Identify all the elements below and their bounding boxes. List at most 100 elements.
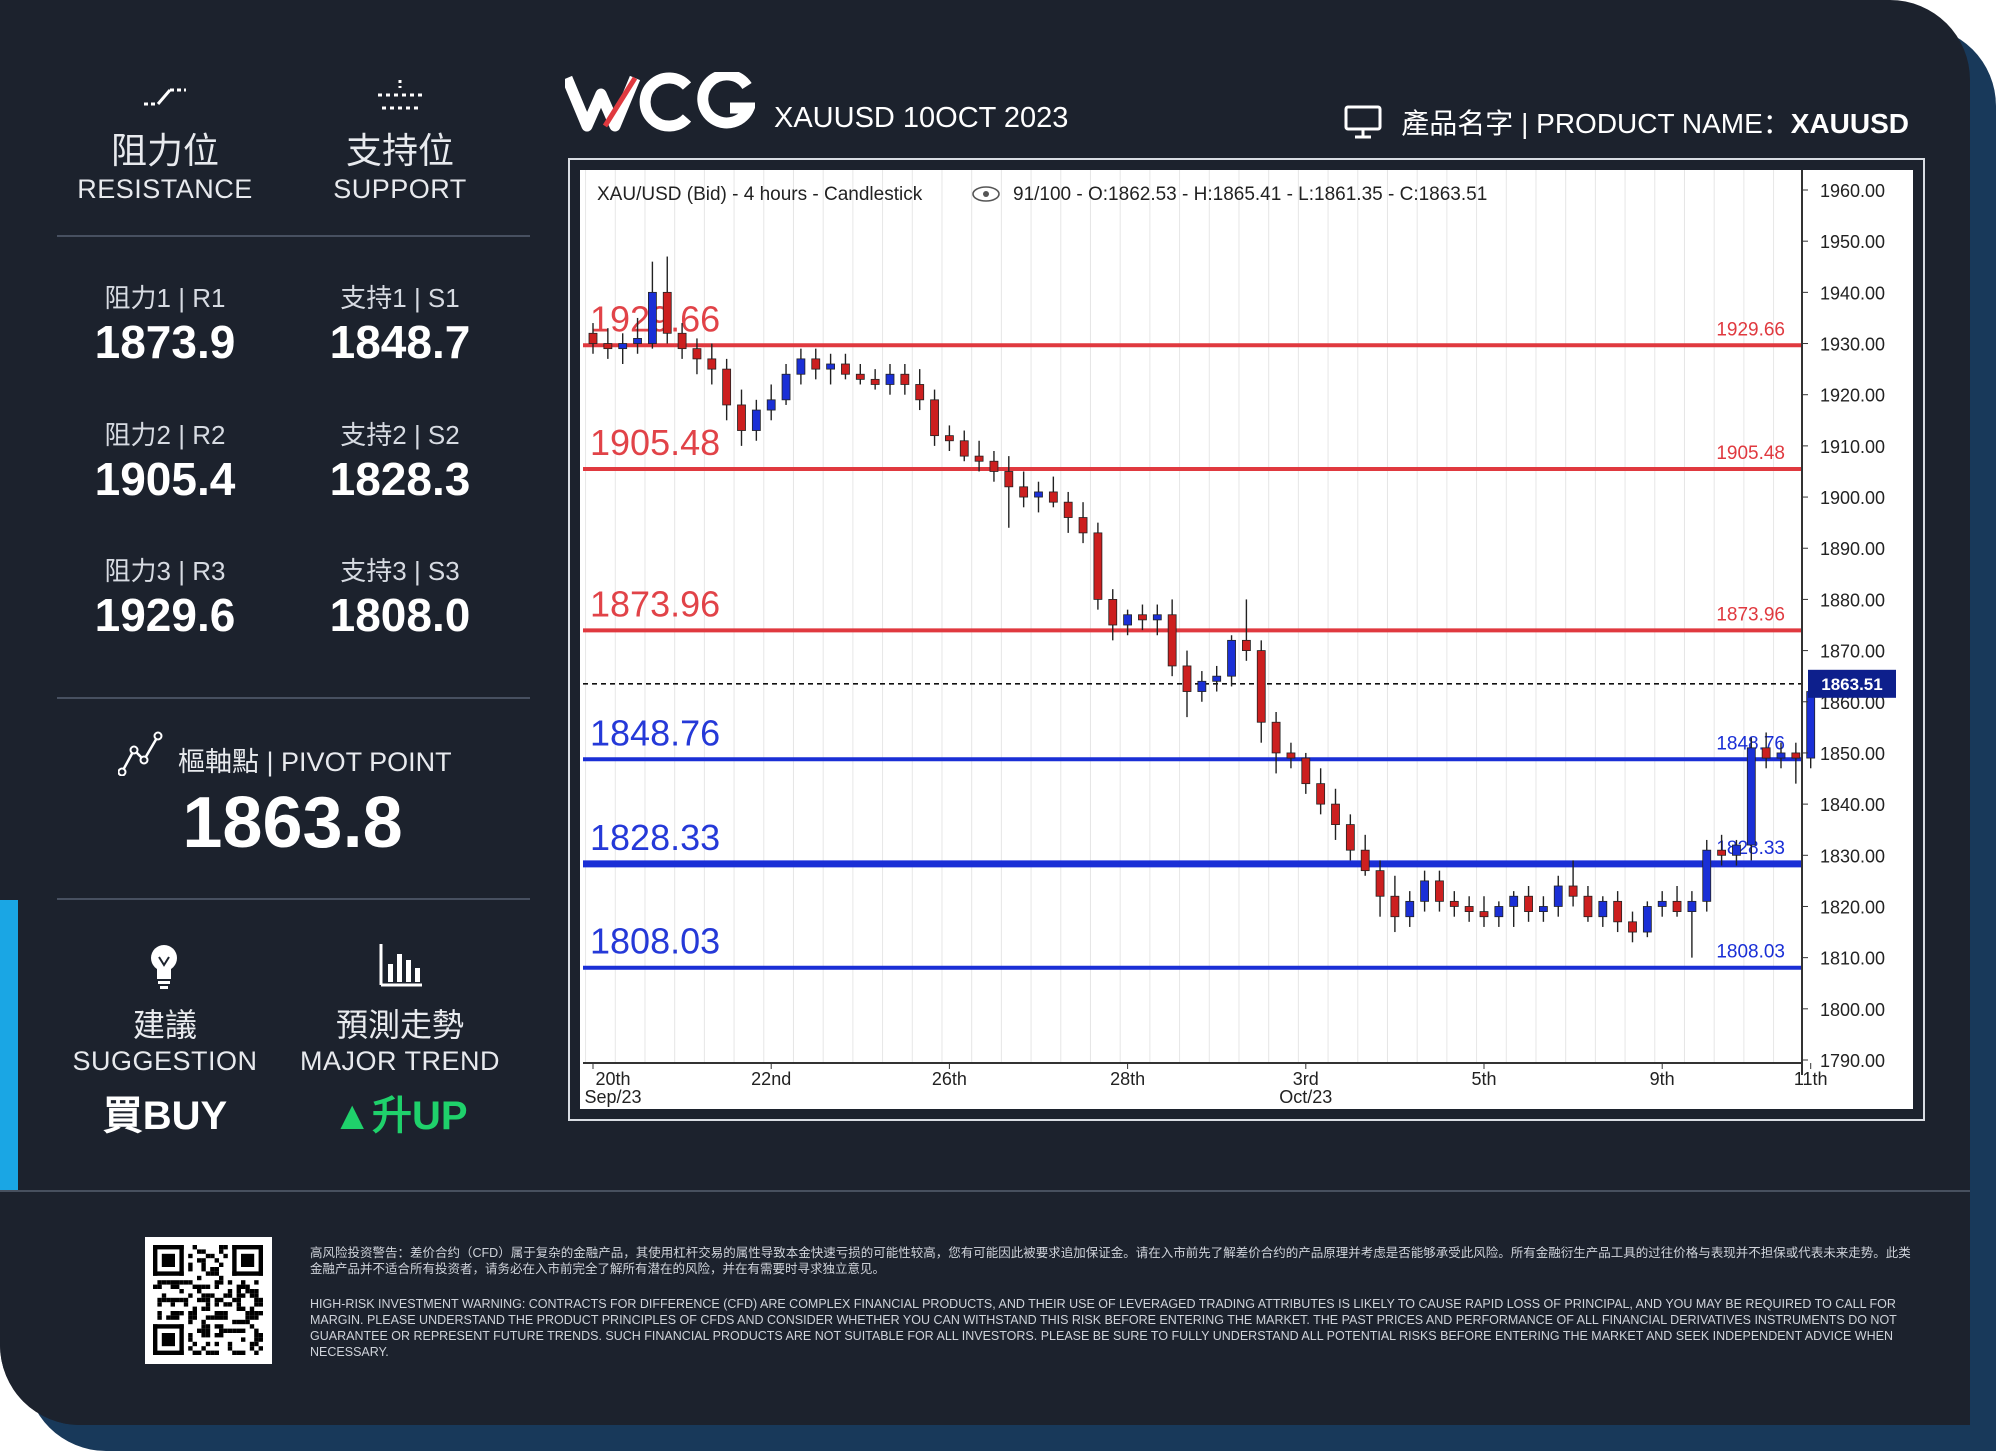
candle-body	[1078, 517, 1088, 534]
qr-module	[245, 1319, 250, 1325]
level-label: 支持2 | S2	[340, 420, 460, 450]
pivot-label: 樞軸點 | PIVOT POINT	[178, 740, 452, 779]
qr-module	[249, 1293, 255, 1298]
candle-body	[959, 440, 969, 457]
level-value: 1848.7	[329, 316, 471, 368]
qr-module	[201, 1284, 206, 1289]
qr-module	[205, 1293, 211, 1298]
qr-module	[161, 1297, 167, 1303]
divider	[57, 697, 530, 699]
resistance-icon	[144, 88, 186, 106]
qr-module	[236, 1293, 241, 1298]
qr-finder	[153, 1245, 184, 1250]
qr-code-image	[153, 1245, 263, 1355]
qr-module	[223, 1253, 228, 1259]
candle-body	[1539, 906, 1548, 912]
qr-module	[161, 1293, 167, 1298]
candle-body	[1345, 824, 1355, 851]
qr-module	[214, 1333, 219, 1338]
qr-module	[241, 1328, 246, 1333]
qr-module	[166, 1297, 171, 1303]
qr-module	[258, 1346, 263, 1351]
pivot-label-zh: 樞軸點	[178, 747, 259, 777]
y-tick-label: 1810.00	[1820, 949, 1885, 969]
qr-module	[188, 1311, 193, 1316]
qr-module	[254, 1293, 259, 1298]
qr-finder	[232, 1271, 263, 1276]
candle-body	[930, 399, 939, 437]
page-title: XAUUSD 10OCT 2023	[774, 102, 1069, 134]
candle-body	[1034, 491, 1043, 498]
candle-body	[1449, 900, 1459, 907]
qr-module	[170, 1297, 175, 1303]
suggestion-label-zh: 建議	[132, 1007, 197, 1043]
qr-module	[205, 1297, 211, 1303]
trend-value-text: 升UP	[372, 1094, 468, 1138]
trend-value: ▲升UP	[295, 1083, 505, 1141]
qr-module	[258, 1302, 263, 1307]
candle-body	[1182, 665, 1192, 692]
candle-body	[1048, 491, 1058, 503]
candle-body	[1019, 486, 1029, 498]
qr-finder	[153, 1350, 184, 1355]
qr-finder	[179, 1245, 184, 1276]
qr-module	[197, 1350, 202, 1355]
qr-module	[219, 1324, 224, 1329]
candle-body	[1108, 599, 1118, 626]
candle-body	[1227, 639, 1236, 677]
candle-body	[1420, 880, 1429, 902]
qr-module	[192, 1284, 197, 1289]
y-tick-label: 1900.00	[1820, 488, 1885, 508]
qr-module	[236, 1302, 241, 1307]
qr-module	[157, 1315, 162, 1320]
qr-module	[219, 1245, 224, 1250]
chart-title: XAU/USD (Bid) - 4 hours - Candlestick	[597, 184, 923, 205]
qr-module	[197, 1258, 202, 1263]
product-value: XAUUSD	[1790, 108, 1909, 139]
qr-module	[254, 1280, 259, 1285]
x-tick-label: 26th	[932, 1069, 967, 1089]
level-label: 阻力2 | R2	[104, 420, 226, 450]
level-s3: 支持3 | S3 1808.0	[295, 551, 505, 642]
candle-body	[1256, 650, 1266, 723]
qr-module	[197, 1284, 202, 1289]
qr-module	[254, 1289, 259, 1294]
qr-module	[183, 1280, 189, 1285]
current-price-label: 1863.51	[1821, 675, 1882, 694]
qr-module	[197, 1249, 202, 1254]
qr-module	[205, 1253, 211, 1259]
qr-module	[254, 1350, 259, 1355]
qr-module	[201, 1319, 206, 1325]
candle-body	[692, 348, 702, 360]
qr-module	[249, 1311, 255, 1316]
qr-module	[179, 1297, 184, 1303]
qr-module	[241, 1337, 246, 1342]
disclaimer-en: HIGH-RISK INVESTMENT WARNING: CONTRACTS …	[310, 1297, 1897, 1359]
qr-module	[249, 1341, 255, 1347]
level-s1: 支持1 | S1 1848.7	[295, 278, 505, 369]
level-label: 阻力1 | R1	[104, 283, 226, 313]
pivot-chart-icon	[118, 731, 163, 776]
qr-module	[205, 1333, 211, 1338]
trend-label-en: MAJOR TREND	[299, 1046, 500, 1076]
qr-module	[236, 1328, 241, 1333]
qr-module	[205, 1328, 211, 1333]
candle-body	[1004, 471, 1014, 488]
qr-module	[241, 1306, 246, 1311]
trend-header: 預測走勢 MAJOR TREND ▲升UP	[295, 1000, 505, 1141]
disclaimer-zh: 高风险投资警告：差价合约（CFD）属于复杂的金融产品，其使用杠杆交易的属性导致本…	[310, 1246, 1911, 1276]
qr-module	[214, 1297, 219, 1303]
qr-module	[175, 1315, 180, 1320]
qr-module	[201, 1249, 206, 1254]
qr-module	[205, 1324, 211, 1329]
qr-module	[210, 1350, 215, 1355]
qr-module	[236, 1284, 241, 1289]
x-tick-label: 22nd	[751, 1069, 791, 1089]
qr-module	[175, 1280, 180, 1285]
qr-module	[201, 1267, 206, 1272]
candle-body	[1242, 639, 1251, 651]
y-tick-label: 1890.00	[1820, 539, 1885, 559]
candle-body	[1093, 532, 1103, 600]
qr-module	[254, 1315, 259, 1320]
qr-module	[258, 1337, 263, 1342]
